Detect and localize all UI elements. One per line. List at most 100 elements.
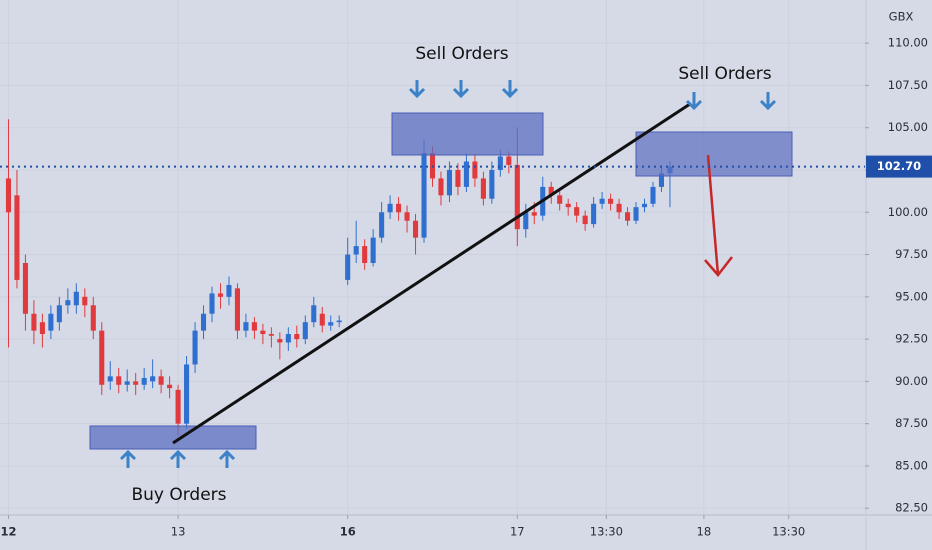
last-price-label: 102.70	[877, 159, 921, 173]
candle-body	[260, 330, 266, 335]
arrow	[685, 92, 703, 111]
drawings: Sell Orders Sell Orders Buy Orders	[89, 44, 793, 505]
candle-body	[489, 169, 495, 199]
candle-body	[345, 254, 351, 280]
candle-body	[234, 288, 240, 331]
x-tick-label: 13:30	[772, 525, 805, 539]
trend-line	[172, 102, 691, 445]
y-tick-label: 90.00	[895, 374, 928, 388]
candle-body	[641, 203, 648, 208]
candle-body	[421, 153, 427, 238]
candle-body	[124, 381, 130, 385]
order-arrows	[119, 80, 777, 468]
candle-body	[184, 364, 190, 424]
candle-body	[379, 212, 385, 238]
candle-body	[150, 376, 156, 382]
annotation: Sell Orders	[415, 44, 508, 64]
candle-body	[455, 169, 461, 187]
candle-body	[463, 161, 469, 187]
candle-body	[531, 212, 537, 216]
candle-body	[200, 313, 207, 331]
arrow	[452, 80, 470, 99]
candle-body	[141, 378, 147, 385]
candle-body	[599, 198, 605, 204]
candle-body	[99, 330, 105, 385]
candle-body	[650, 186, 656, 204]
candle-body	[497, 156, 503, 170]
candle-body	[285, 334, 291, 343]
arrow	[218, 449, 236, 468]
candle-body	[31, 313, 37, 331]
candle-body	[268, 334, 274, 336]
candle-body	[557, 195, 563, 204]
candle-body	[480, 178, 486, 199]
y-tick-label: 82.50	[895, 501, 928, 515]
y-tick-label: 87.50	[895, 416, 928, 430]
candle-body	[82, 296, 88, 306]
candle-body	[192, 330, 198, 365]
candle-body	[14, 195, 20, 280]
candle-body	[565, 203, 571, 208]
x-tick-label: 18	[697, 525, 712, 539]
candles	[5, 119, 673, 436]
y-tick-label: 85.00	[895, 458, 928, 472]
arrow	[119, 449, 137, 468]
candle-body	[175, 389, 181, 424]
arrow	[501, 80, 519, 99]
x-tick-label: 16	[340, 525, 356, 539]
candle-body	[133, 381, 139, 385]
candle-body	[362, 246, 368, 263]
candle-body	[328, 322, 334, 326]
candle-body	[251, 322, 257, 331]
candle-body	[336, 320, 342, 323]
y-tick-label: 105.00	[888, 120, 928, 134]
arrow	[169, 449, 187, 468]
candle-body	[65, 300, 71, 306]
y-tick-label: 92.50	[895, 332, 928, 346]
candle-body	[56, 305, 62, 323]
candle-body	[625, 212, 631, 221]
y-tick-label: 100.00	[888, 205, 928, 219]
x-tick-label: 17	[510, 525, 525, 539]
candle-body	[294, 334, 300, 340]
annotation: Buy Orders	[131, 485, 226, 505]
candle-body	[167, 384, 173, 389]
last-price-badge	[866, 155, 932, 178]
candle-body	[48, 313, 54, 331]
candle-body	[243, 322, 249, 331]
y-tick-label: 107.50	[888, 78, 928, 92]
axes: 82.50 85.00 87.50 90.00 92.50 95.00 97.50 100.0…	[0, 36, 932, 539]
candle-body	[319, 313, 325, 326]
candle-body	[608, 198, 614, 204]
x-tick-label: 13:30	[590, 525, 623, 539]
candle-body	[302, 322, 308, 340]
candle-body	[582, 215, 588, 225]
candle-body	[39, 322, 45, 335]
candle-body	[591, 203, 597, 225]
candle-body	[574, 207, 580, 216]
candle-body	[658, 173, 665, 187]
candle-body	[506, 156, 512, 165]
candle-body	[387, 203, 393, 213]
candle-body	[438, 178, 444, 196]
candle-body	[396, 203, 402, 213]
candle-body	[217, 293, 224, 297]
candle-body	[353, 246, 359, 255]
y-tick-label: 97.50	[895, 247, 928, 261]
candle-body	[616, 203, 622, 213]
arrow	[759, 92, 777, 111]
candle-body	[446, 169, 453, 196]
candle-body	[523, 212, 529, 230]
candle-body	[209, 293, 215, 314]
down-arrow	[704, 154, 733, 277]
candle-body	[311, 305, 317, 323]
candle-body	[73, 291, 79, 306]
candle-body	[633, 207, 639, 221]
y-tick-label: 95.00	[895, 289, 928, 303]
candle-body	[548, 186, 554, 196]
x-tick-label: 13	[171, 525, 186, 539]
x-tick-label: 12	[0, 525, 16, 539]
candle-body	[22, 262, 28, 314]
